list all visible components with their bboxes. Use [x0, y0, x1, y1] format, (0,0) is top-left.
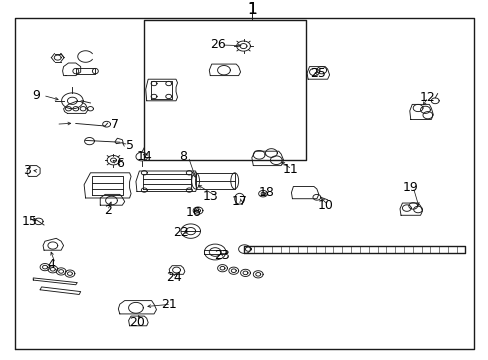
- Text: 23: 23: [214, 249, 230, 262]
- Text: 1: 1: [246, 1, 256, 17]
- Text: 12: 12: [419, 91, 435, 104]
- Text: 18: 18: [258, 186, 274, 199]
- Text: 16: 16: [185, 206, 201, 219]
- Text: 8: 8: [179, 150, 187, 163]
- Text: 25: 25: [309, 67, 325, 80]
- Text: 24: 24: [165, 271, 181, 284]
- Text: 5: 5: [125, 139, 133, 152]
- Text: 4: 4: [47, 258, 55, 271]
- Text: 13: 13: [202, 190, 218, 203]
- Text: 10: 10: [317, 199, 332, 212]
- Text: 22: 22: [173, 226, 188, 239]
- Text: 21: 21: [161, 298, 176, 311]
- Text: 26: 26: [209, 39, 225, 51]
- Text: 9: 9: [33, 89, 41, 102]
- Text: 1: 1: [246, 1, 256, 17]
- Text: 6: 6: [116, 157, 123, 170]
- Text: 3: 3: [23, 165, 31, 177]
- Text: 2: 2: [103, 204, 111, 217]
- Text: 20: 20: [129, 316, 144, 329]
- Text: 14: 14: [136, 150, 152, 163]
- Text: 19: 19: [402, 181, 418, 194]
- Text: 7: 7: [111, 118, 119, 131]
- Text: 11: 11: [283, 163, 298, 176]
- Text: 15: 15: [21, 215, 37, 228]
- Text: 17: 17: [231, 195, 247, 208]
